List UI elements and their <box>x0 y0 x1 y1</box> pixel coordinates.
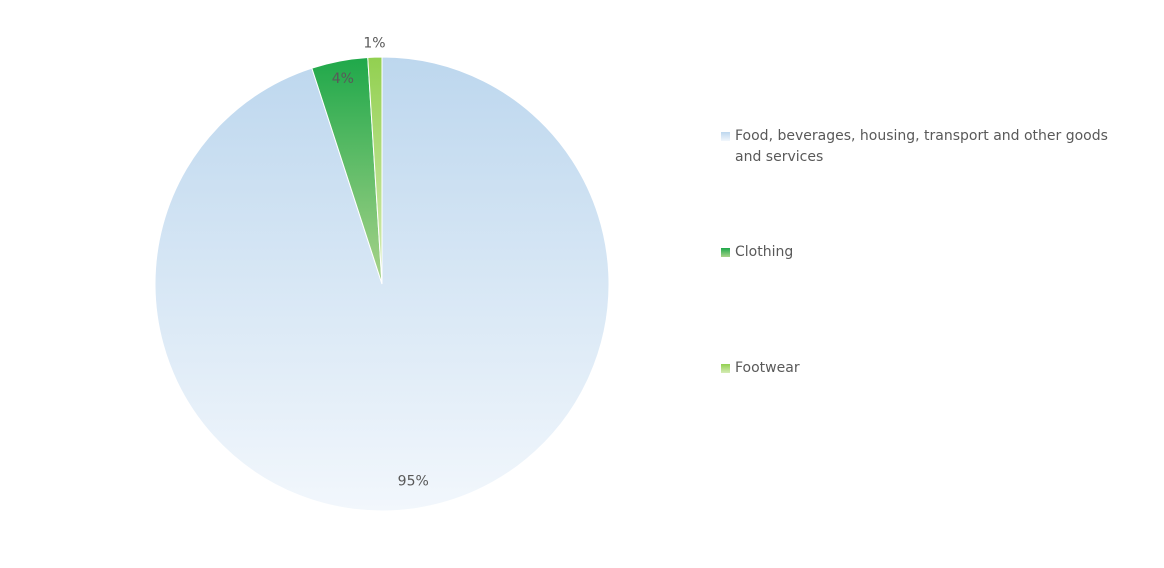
data-label-clothing: 4% <box>332 71 354 87</box>
legend-item-footwear: Footwear <box>721 358 1135 379</box>
data-label-food-beverages-housing: 95% <box>398 473 429 489</box>
legend-label-food-beverages-housing: Food, beverages, housing, transport and … <box>735 128 1108 165</box>
legend-item-food-beverages-housing: Food, beverages, housing, transport and … <box>721 126 1135 168</box>
legend-label-clothing: Clothing <box>735 244 794 260</box>
legend-label-footwear: Footwear <box>735 360 800 376</box>
legend-item-clothing: Clothing <box>721 242 1135 263</box>
pie-slices <box>154 56 610 512</box>
legend-swatch-food-beverages-housing <box>721 132 730 141</box>
pie-data-labels: 95% 4% 1% <box>332 35 429 489</box>
pie-slice-footwear <box>367 56 383 285</box>
data-label-footwear: 1% <box>363 35 385 51</box>
legend-swatch-clothing <box>721 248 730 257</box>
legend-swatch-footwear <box>721 364 730 373</box>
